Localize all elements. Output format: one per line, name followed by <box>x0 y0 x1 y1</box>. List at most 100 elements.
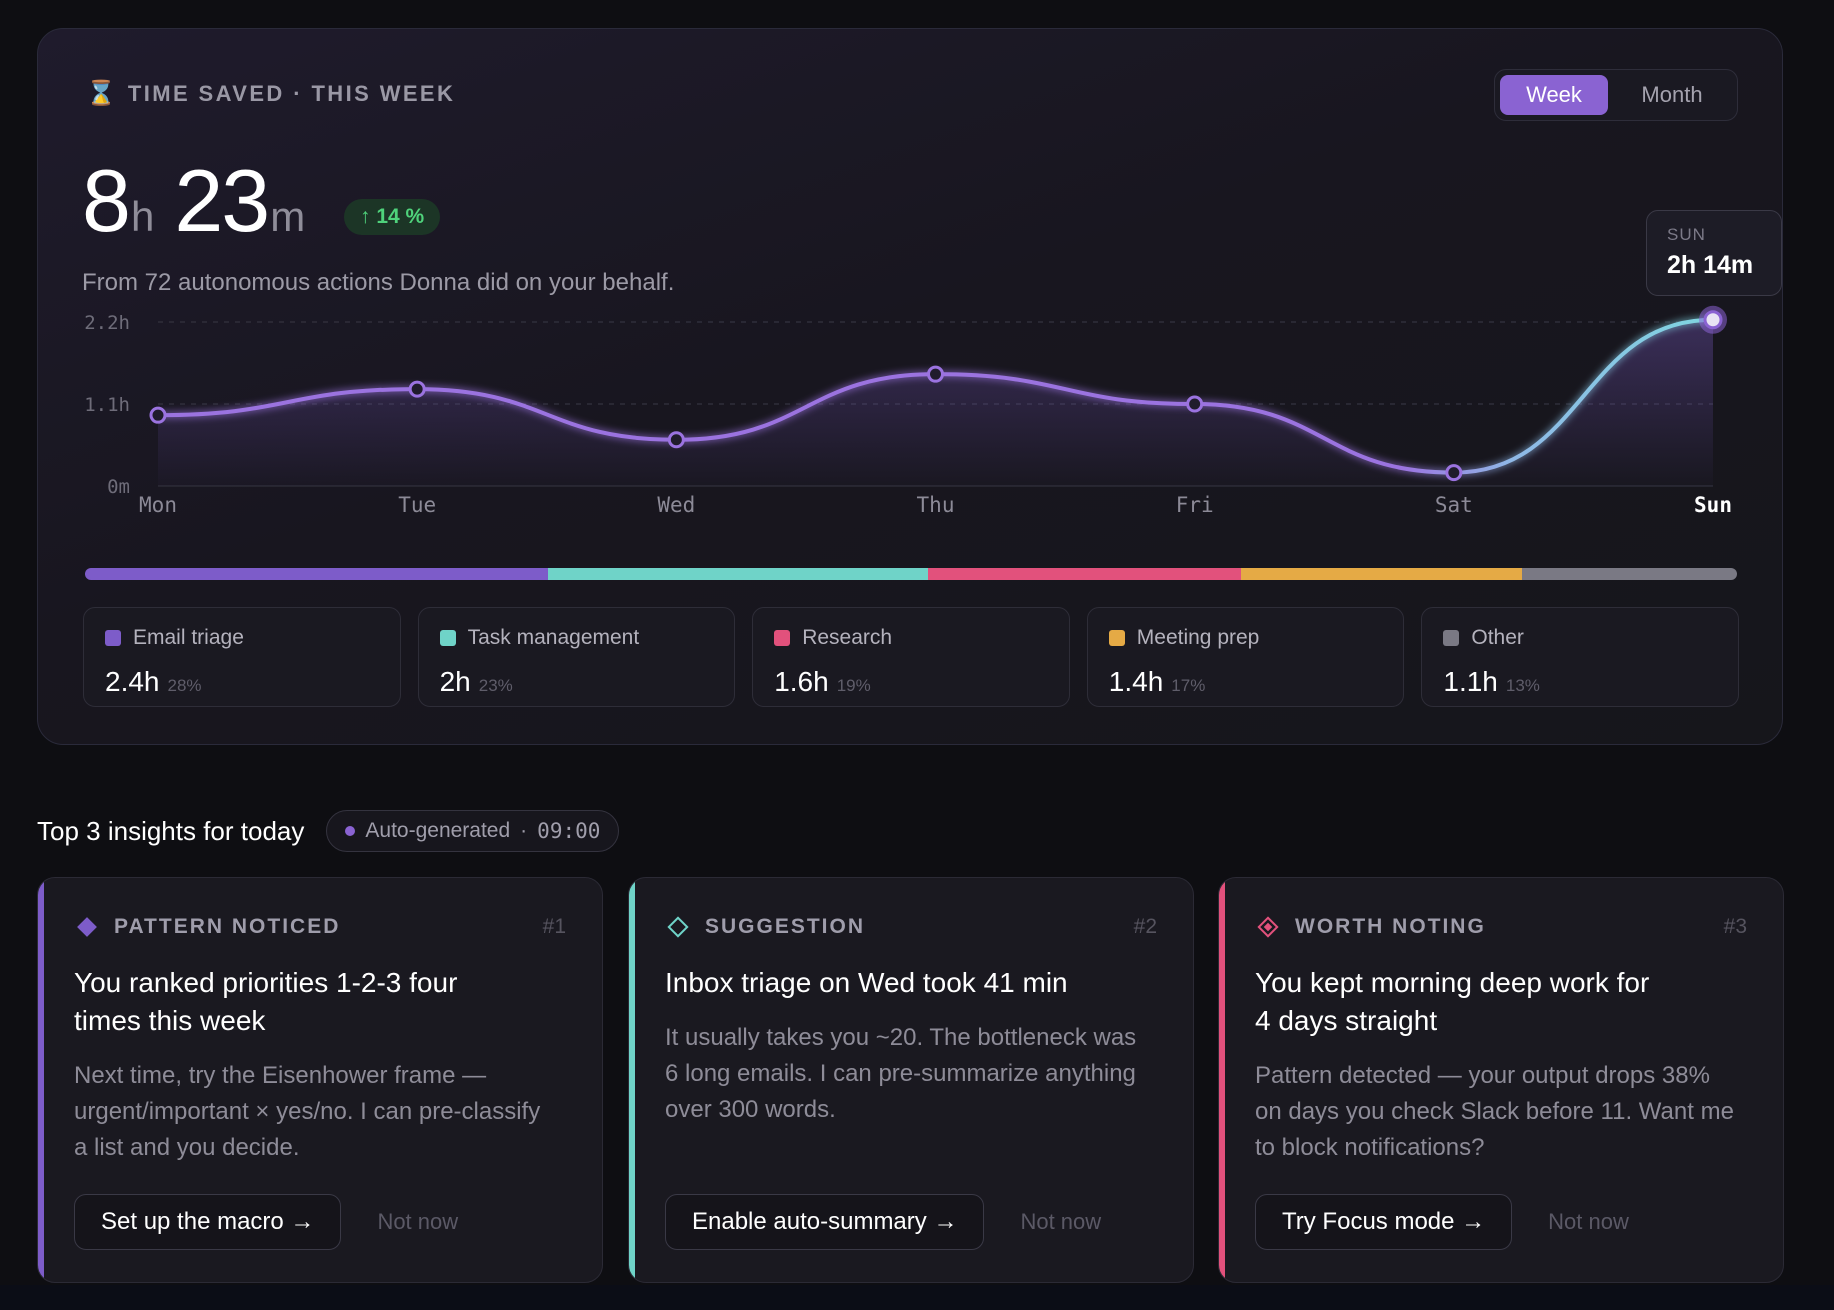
swatch-icon <box>1108 630 1125 646</box>
distribution-segment-1 <box>85 568 548 580</box>
category-card-other: Other 1.1h 13% <box>1421 607 1739 707</box>
insight-kind: SUGGESTION <box>705 915 866 938</box>
enable-auto-summary-button[interactable]: Enable auto-summary → <box>665 1194 985 1250</box>
auto-generated-label: Auto-generated <box>365 819 511 842</box>
x-tick-label-mon: Mon <box>139 493 177 517</box>
double-diamond-icon <box>1255 914 1281 940</box>
data-point-thu[interactable] <box>927 365 944 383</box>
insights-header: Top 3 insights for today Auto-generated … <box>37 810 620 852</box>
x-tick-label-thu: Thu <box>917 493 955 517</box>
y-tick-label: 1.1h <box>84 394 130 416</box>
distribution-segment-2 <box>547 568 928 580</box>
time-saved-label: TIME SAVED · THIS WEEK <box>127 81 456 106</box>
not-now-button[interactable]: Not now <box>1020 1209 1102 1234</box>
separator-dot: · <box>520 819 528 842</box>
x-tick-label-sun: Sun <box>1694 493 1732 517</box>
category-label: Email triage <box>133 626 244 649</box>
insight-accent-bar <box>1219 878 1225 1282</box>
distribution-segment-3 <box>927 568 1242 580</box>
tooltip-day: SUN <box>1667 225 1706 244</box>
not-now-button[interactable]: Not now <box>1548 1209 1629 1234</box>
insight-card-2: SUGGESTION #2 Inbox triage on Wed took 4… <box>628 877 1194 1283</box>
swatch-icon <box>774 630 791 646</box>
distribution-segment-5 <box>1522 568 1737 580</box>
week-toggle-button[interactable]: Week <box>1500 75 1608 115</box>
outline-diamond-icon <box>665 914 691 940</box>
filled-diamond-icon <box>74 914 100 940</box>
data-point-sun[interactable] <box>1703 310 1723 330</box>
try-focus-mode-button[interactable]: Try Focus mode → <box>1255 1194 1513 1250</box>
data-point-fri[interactable] <box>1186 395 1204 413</box>
category-distribution-bar <box>85 568 1737 580</box>
insight-accent-bar <box>38 878 44 1282</box>
insight-number: #2 <box>1133 915 1157 938</box>
month-toggle-button[interactable]: Month <box>1641 82 1703 107</box>
chart-tooltip: SUN 2h 14m <box>1646 210 1782 296</box>
category-label: Task management <box>467 626 640 649</box>
x-tick-label-fri: Fri <box>1176 493 1214 517</box>
swatch-icon <box>105 630 121 646</box>
insight-heading: You kept morning deep work for 4 days st… <box>1255 967 1650 1036</box>
time-saved-card: ⌛ TIME SAVED · THIS WEEK Week Month 8 h … <box>37 28 1783 745</box>
range-toggle: Week Month <box>1494 69 1738 121</box>
insight-body: Next time, try the Eisenhower frame — ur… <box>74 1062 541 1161</box>
hours-unit: h <box>130 193 155 240</box>
insight-kind: PATTERN NOTICED <box>114 915 341 938</box>
y-tick-label: 0m <box>107 476 130 498</box>
insight-heading: Inbox triage on Wed took 41 min <box>665 967 1068 998</box>
bottom-edge <box>0 1285 1834 1310</box>
insight-body: Pattern detected — your output drops 38%… <box>1255 1062 1734 1161</box>
category-breakdown: Email triage 2.4h 28% Task management 2h 2… <box>83 607 1739 707</box>
swatch-icon <box>439 630 456 646</box>
category-card-email-triage: Email triage 2.4h 28% <box>83 607 401 707</box>
insight-heading: You ranked priorities 1-2-3 four times t… <box>74 967 458 1036</box>
category-percent: 17% <box>1171 676 1206 695</box>
tooltip-value: 2h 14m <box>1667 251 1754 279</box>
insight-number: #3 <box>1723 915 1747 938</box>
category-value: 1.1h <box>1443 666 1498 697</box>
auto-generated-time: 09:00 <box>537 819 601 843</box>
insight-body: It usually takes you ~20. The bottleneck… <box>665 1024 1137 1123</box>
chart-series-line <box>157 317 1714 475</box>
time-saved-chart: 0m 1.1h 2.2h Mon Tue Wed Thu Fri Sat Sun <box>84 305 1732 517</box>
category-card-meeting-prep: Meeting prep 1.4h 17% <box>1086 607 1405 707</box>
category-card-research: Research 1.6h 19% <box>752 607 1070 707</box>
distribution-segment-4 <box>1241 568 1523 580</box>
category-value: 2h <box>439 666 471 697</box>
data-point-sat[interactable] <box>1445 464 1463 482</box>
total-hours: 8 <box>82 151 131 250</box>
category-label: Meeting prep <box>1136 626 1260 649</box>
category-value: 1.6h <box>774 666 829 697</box>
category-label: Other <box>1471 626 1524 649</box>
insight-card-3: WORTH NOTING #3 You kept morning deep wo… <box>1218 877 1784 1283</box>
category-percent: 23% <box>478 676 513 695</box>
auto-generated-pill: Auto-generated · 09:00 <box>326 810 620 852</box>
category-percent: 19% <box>836 676 871 695</box>
category-percent: 28% <box>167 676 202 695</box>
total-minutes: 23 <box>174 151 270 250</box>
y-tick-label: 2.2h <box>84 312 130 334</box>
total-time-saved: 8 h 23 m <box>82 157 325 245</box>
insight-accent-bar <box>629 878 635 1282</box>
hourglass-icon: ⌛ <box>86 80 116 107</box>
x-tick-label-wed: Wed <box>657 493 695 517</box>
chart-area-fill <box>158 319 1713 486</box>
status-dot-icon <box>345 826 356 836</box>
set-up-macro-button[interactable]: Set up the macro → <box>74 1194 342 1250</box>
category-value: 1.4h <box>1108 666 1164 697</box>
category-card-task-management: Task management 2h 23% <box>417 607 736 707</box>
not-now-button[interactable]: Not now <box>377 1209 459 1234</box>
time-saved-header: ⌛ TIME SAVED · THIS WEEK <box>86 81 455 107</box>
category-percent: 13% <box>1505 676 1540 695</box>
insights-title: Top 3 insights for today <box>37 815 305 846</box>
trend-badge: ↑ 14 % <box>344 199 441 235</box>
x-tick-label-sat: Sat <box>1435 493 1473 517</box>
insight-card-1: PATTERN NOTICED #1 You ranked priorities… <box>37 877 603 1283</box>
data-point-mon[interactable] <box>149 406 167 424</box>
x-tick-label-tue: Tue <box>398 493 436 517</box>
category-value: 2.4h <box>105 666 160 697</box>
swatch-icon <box>1443 630 1460 646</box>
time-saved-subtitle: From 72 autonomous actions Donna did on … <box>82 269 675 296</box>
data-point-tue[interactable] <box>408 380 426 398</box>
data-point-wed[interactable] <box>667 431 685 449</box>
